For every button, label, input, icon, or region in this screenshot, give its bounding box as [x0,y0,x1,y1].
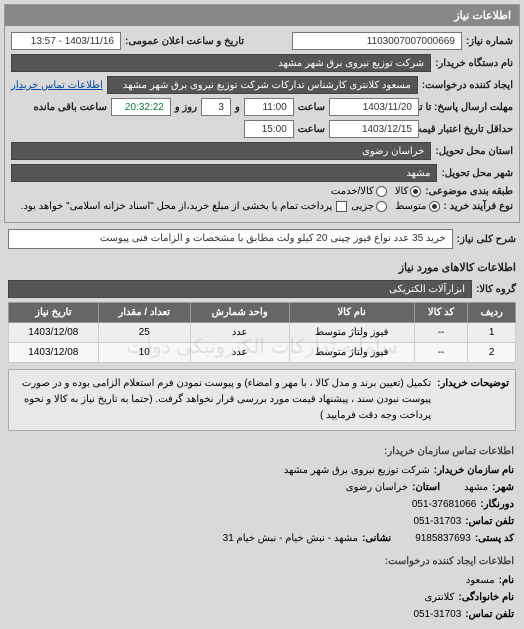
cell: 25 [98,323,190,343]
col-unit: واحد شمارش [190,303,289,323]
col-row: ردیف [468,303,516,323]
remain-time-field: 20:32:22 [111,98,171,116]
contact-org-header: اطلاعات تماس سازمان خریدار: [10,443,514,460]
col-name: نام کالا [289,303,414,323]
province-label: استان محل تحویل: [435,146,513,157]
validity-date-field: 1403/12/15 [329,120,419,138]
radio-icon [376,186,387,197]
radio-partial-label: جزیی [351,201,374,212]
remain-label: ساعت باقی مانده [33,102,106,113]
time-label-2: ساعت [298,124,325,135]
subject-field: خرید 35 عدد نواع فیوز چینی 20 کیلو ولت م… [8,229,453,249]
c-city-k: شهر: [492,479,514,496]
info-panel: اطلاعات نیاز شماره نیاز: 110300700700066… [4,4,520,223]
c-city-v: مشهد [464,479,488,496]
cell: فیوز ولتاژ متوسط [289,343,414,363]
c-tel-k: تلفن تماس: [465,606,514,623]
deadline-date-field: 1403/11/20 [329,98,419,116]
c-name-k: نام: [499,572,514,589]
c-org-tel-k: دورنگار: [480,496,514,513]
c-family-v: کلانتری [424,589,454,606]
subject-type-radios: کالا کالا/خدمت [331,186,421,197]
need-number-field: 1103007007000669 [292,32,462,50]
deadline-time-field: 11:00 [244,98,294,116]
radio-khadamat-label: کالا/خدمت [331,186,374,197]
c-post-k: کد پستی: [475,530,514,547]
and-label: و [235,102,240,113]
cell: -- [414,343,468,363]
buyer-org-field: شرکت توزیع نیروی برق شهر مشهد [11,54,431,72]
radio-medium-label: متوسط [395,201,426,212]
cell: 10 [98,343,190,363]
radio-icon [376,201,387,212]
cell: فیوز ولتاژ متوسط [289,323,414,343]
table-row: 2 -- فیوز ولتاژ متوسط عدد 10 1403/12/08 [9,343,516,363]
purchase-type-label: نوع فرآیند خرید : [444,201,513,212]
subject-type-label: طبقه بندی موضوعی: [425,186,513,197]
col-code: کد کالا [414,303,468,323]
announce-field: 1403/11/16 - 13:57 [11,32,121,50]
validity-label: حداقل تاریخ اعتبار قیمت: تا تاریخ: [423,124,513,135]
validity-time-field: 15:00 [244,120,294,138]
c-post-v: 9185837693 [415,530,471,547]
purchase-type-radios: متوسط جزیی [351,201,439,212]
requester-label: ایجاد کننده درخواست: [422,80,513,91]
radio-partial[interactable]: جزیی [351,201,387,212]
cell: 1403/12/08 [9,343,99,363]
purchase-note: پرداخت تمام یا بخشی از مبلغ خرید،از محل … [21,201,333,212]
c-name-v: مسعود [466,572,495,589]
cell: 2 [468,343,516,363]
c-province-k: استان: [412,479,440,496]
time-label-1: ساعت [298,102,325,113]
city-label: شهر محل تحویل: [441,168,513,179]
city-field: مشهد [11,164,437,182]
radio-kala[interactable]: کالا [395,186,422,197]
col-qty: تعداد / مقدار [98,303,190,323]
cell: 1403/12/08 [9,323,99,343]
c-addr-k: نشانی: [362,530,391,547]
buyer-org-label: نام دستگاه خریدار: [435,58,513,69]
goods-section-title: اطلاعات کالاهای مورد نیاز [0,255,524,276]
cell: 1 [468,323,516,343]
contact-org-section: اطلاعات تماس سازمان خریدار: نام سازمان خ… [0,437,524,629]
radio-icon [429,201,440,212]
announce-label: تاریخ و ساعت اعلان عمومی: [125,36,244,47]
c-family-k: نام خانوادگی: [458,589,514,606]
group-label: گروه کالا: [476,284,516,295]
subject-label: شرح کلی نیاز: [457,234,516,245]
deadline-label: مهلت ارسال پاسخ: تا تاریخ: [423,102,513,113]
cell: -- [414,323,468,343]
province-field: خراسان رضوی [11,142,431,160]
c-org-fax-v: 051-31703 [413,513,461,530]
need-number-label: شماره نیاز: [466,36,513,47]
goods-table: ردیف کد کالا نام کالا واحد شمارش تعداد /… [8,302,516,363]
c-addr-v: مشهد - نبش خیام - نبش خیام 31 [223,530,358,547]
cell: عدد [190,323,289,343]
contact-link[interactable]: اطلاعات تماس خریدار [11,80,103,91]
c-org-name-v: شرکت توزیع نیروی برق شهر مشهد [284,462,430,479]
buyer-note-label: توضیحات خریدار: [437,376,509,424]
radio-kala-label: کالا [395,186,409,197]
buyer-note-box: توضیحات خریدار: تکمیل (تعیین برند و مدل … [8,369,516,431]
requester-field: مسعود کلانتری کارشناس تدارکات شرکت توزیع… [107,76,418,94]
c-org-name-k: نام سازمان خریدار: [434,462,514,479]
panel-title: اطلاعات نیاز [5,5,519,26]
radio-khadamat[interactable]: کالا/خدمت [331,186,387,197]
days-label: روز و [175,102,197,113]
c-org-fax-k: تلفن تماس: [465,513,514,530]
group-field: ابزارآلات الکتریکی [8,280,472,298]
radio-icon [410,186,421,197]
c-org-tel-v: 051-37681066 [412,496,477,513]
table-row: 1 -- فیوز ولتاژ متوسط عدد 25 1403/12/08 [9,323,516,343]
c-province-v: خراسان رضوی [346,479,408,496]
col-date: تاریخ نیاز [9,303,99,323]
radio-medium[interactable]: متوسط [395,201,439,212]
buyer-note-text: تکمیل (تعیین برند و مدل کالا ، با مهر و … [15,376,431,424]
treasury-checkbox[interactable] [336,201,347,212]
contact-req-header: اطلاعات ایجاد کننده درخواست: [10,553,514,570]
cell: عدد [190,343,289,363]
days-field: 3 [201,98,231,116]
c-tel-v: 051-31703 [413,606,461,623]
